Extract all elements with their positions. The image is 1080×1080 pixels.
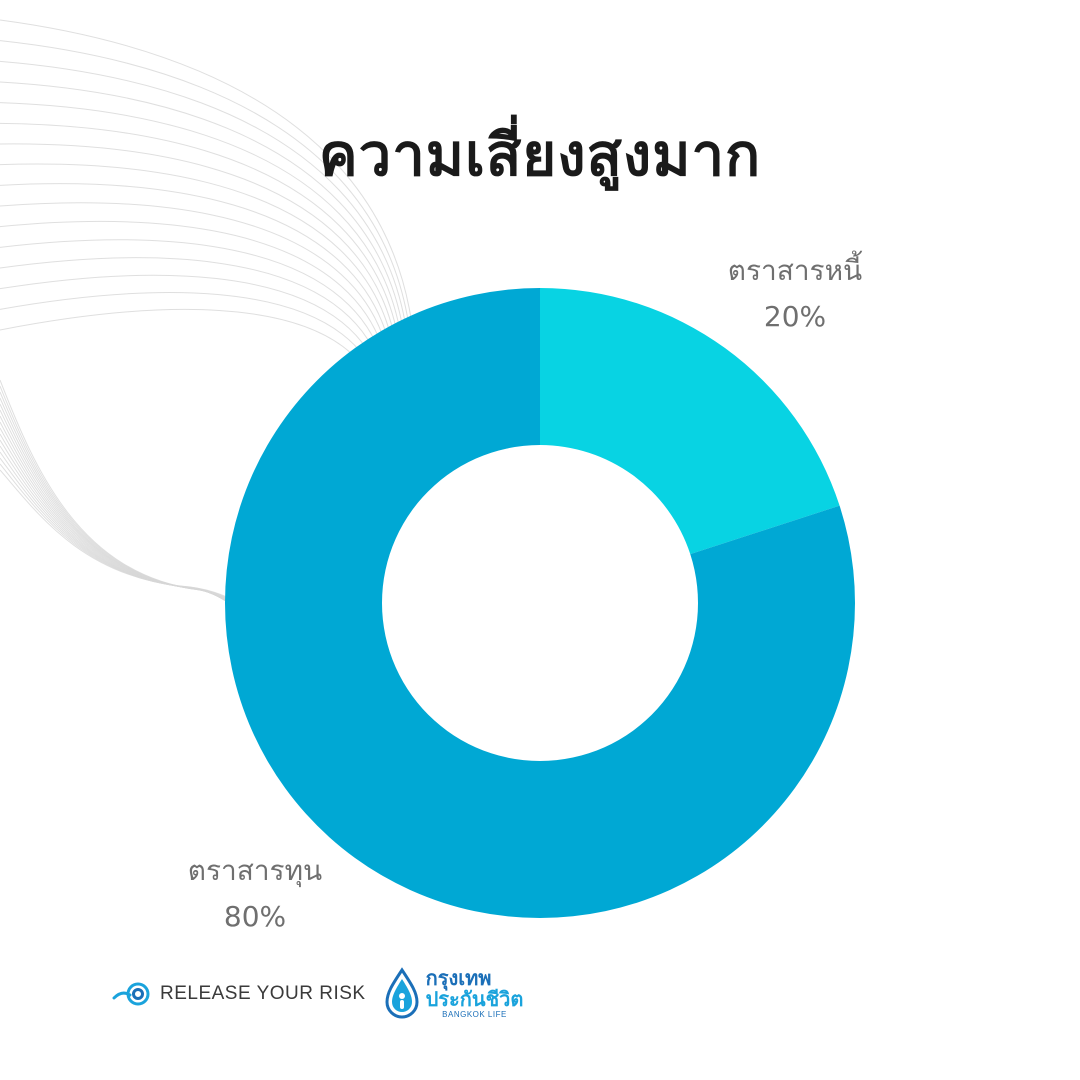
donut-slice-1 [225,288,856,918]
footer-logos: RELEASE YOUR RISK กรุงเทพ ประกันชีวิต BA… [112,962,523,1026]
bangkok-life-line1: กรุงเทพ [425,966,492,990]
slice-label-bonds: ตราสารหนี้ 20% [700,248,890,340]
chart-title: ความเสี่ยงสูงมาก [318,121,762,189]
release-your-risk-text: RELEASE YOUR RISK [160,983,366,1004]
release-your-risk-logo: RELEASE YOUR RISK [112,981,366,1007]
slice-label-bonds-value: 20% [763,300,827,333]
bangkok-life-drop-icon [385,967,419,1019]
slice-label-bonds-name: ตราสารหนี้ [727,254,863,287]
donut-slice-0 [540,288,840,555]
slice-label-equity-name: ตราสารทุน [187,854,323,887]
slice-label-equity-value: 80% [223,900,287,933]
bangkok-life-line3: BANGKOK LIFE [442,1010,507,1019]
bangkok-life-line2: ประกันชีวิต [425,987,524,1011]
release-your-risk-icon [112,982,150,1006]
bangkok-life-logo: กรุงเทพ ประกันชีวิต BANGKOK LIFE [384,966,524,1021]
slice-label-equity: ตราสารทุน 80% [160,848,350,940]
